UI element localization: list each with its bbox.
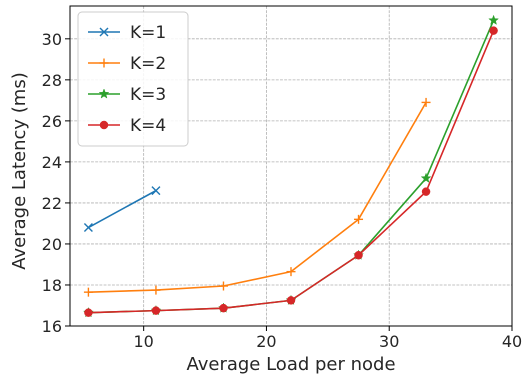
- series-k-1: [83, 186, 161, 233]
- series-layer: [82, 14, 500, 318]
- data-point: [151, 306, 161, 315]
- data-point: [219, 303, 228, 313]
- data-point: [84, 308, 93, 317]
- data-point: [421, 187, 431, 196]
- data-point: [354, 250, 363, 260]
- series-k-2: [83, 97, 431, 297]
- y-tick-label: 26: [42, 112, 62, 131]
- data-point: [421, 97, 431, 107]
- legend-label: K=2: [130, 54, 166, 74]
- y-axis-label: Average Latency (ms): [9, 72, 30, 269]
- legend-label: K=1: [130, 23, 166, 43]
- plot-frame: [69, 5, 513, 327]
- legend-marker: [99, 120, 109, 130]
- x-tick-label: 10: [133, 332, 153, 351]
- data-point: [151, 186, 161, 196]
- legend-box: [77, 11, 189, 147]
- data-point: [489, 26, 498, 35]
- x-tick-label: 30: [379, 332, 399, 351]
- legend-marker: [98, 88, 110, 99]
- data-point: [354, 214, 364, 224]
- legend-label: K=4: [130, 116, 166, 136]
- y-tick-label: 24: [42, 153, 62, 172]
- data-point: [218, 281, 228, 291]
- series-line: [88, 102, 427, 293]
- legend-marker: [99, 58, 109, 68]
- x-tick-label: 20: [256, 332, 276, 351]
- x-tick-label: 40: [502, 332, 522, 351]
- y-tick-label: 30: [42, 30, 62, 49]
- series-k-4: [84, 26, 498, 317]
- y-tick-label: 16: [42, 317, 62, 336]
- data-point: [286, 296, 296, 305]
- legend-marker: [99, 27, 109, 37]
- legend-entry: K=2: [88, 54, 166, 74]
- legend-entry: K=4: [88, 116, 166, 136]
- data-point: [420, 172, 432, 183]
- legend-entry: K=1: [88, 23, 166, 43]
- y-tick-label: 22: [42, 194, 62, 213]
- legend-entry: K=3: [88, 85, 166, 105]
- y-tick-label: 28: [42, 71, 62, 90]
- series-line: [88, 189, 157, 229]
- data-point: [83, 287, 93, 297]
- x-axis-label: Average Load per node: [186, 354, 395, 375]
- data-point: [151, 285, 161, 295]
- y-tick-label: 20: [42, 235, 62, 254]
- data-point: [286, 267, 296, 277]
- legend-label: K=3: [130, 85, 166, 105]
- data-point: [83, 223, 93, 233]
- data-point: [488, 14, 500, 25]
- y-tick-label: 18: [42, 276, 62, 295]
- axes-layer: 10 20 30 40 16 18 20 22 24 26 28 30: [42, 5, 522, 351]
- legend: K=1 K=2 K=3 K=4: [77, 11, 189, 147]
